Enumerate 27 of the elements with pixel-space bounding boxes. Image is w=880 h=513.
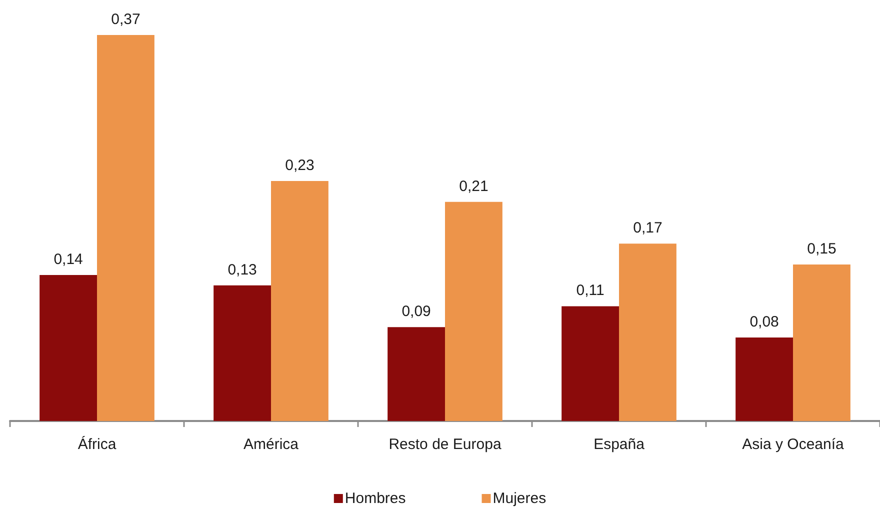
data-label: 0,14 bbox=[54, 250, 83, 268]
legend-label: Hombres bbox=[344, 490, 406, 507]
x-tick-label: Asia y Oceanía bbox=[742, 436, 845, 453]
bar bbox=[271, 181, 328, 421]
data-label: 0,13 bbox=[228, 261, 257, 278]
data-label: 0,08 bbox=[750, 314, 779, 331]
legend-label: Mujeres bbox=[492, 490, 546, 507]
bar bbox=[619, 244, 676, 421]
bar bbox=[388, 327, 445, 421]
data-label: 0,37 bbox=[111, 11, 140, 28]
bar bbox=[445, 202, 502, 421]
data-label: 0,11 bbox=[576, 282, 604, 300]
x-tick-label: América bbox=[243, 436, 300, 453]
bar bbox=[562, 306, 619, 421]
x-tick-label: España bbox=[594, 436, 646, 453]
data-label: 0,15 bbox=[807, 240, 836, 258]
x-tick-label: África bbox=[78, 435, 117, 453]
data-label: 0,09 bbox=[402, 303, 431, 320]
bar bbox=[736, 338, 793, 421]
bar bbox=[97, 35, 154, 421]
bar bbox=[40, 274, 97, 421]
bar bbox=[214, 285, 271, 421]
data-label: 0,17 bbox=[633, 220, 662, 237]
data-label: 0,23 bbox=[285, 157, 314, 174]
x-tick-label: Resto de Europa bbox=[388, 436, 502, 453]
bar bbox=[793, 264, 850, 421]
data-label: 0,21 bbox=[459, 178, 488, 195]
